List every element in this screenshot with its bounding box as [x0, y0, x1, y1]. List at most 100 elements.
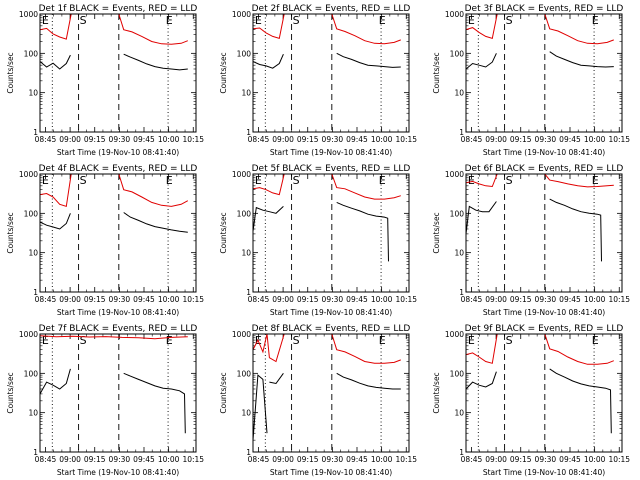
- y-tick-label: 1000: [232, 10, 251, 19]
- x-tick-label: 09:00: [59, 455, 81, 464]
- marker-label-e: E: [379, 174, 386, 187]
- marker-label-s: S: [80, 334, 87, 347]
- x-tick-label: 08:45: [35, 135, 57, 144]
- plot-frame: [465, 173, 623, 293]
- panel-det-6: Det 6f BLACK = Events, RED = LLD Counts/s…: [432, 164, 630, 317]
- x-tick-label: 10:15: [608, 295, 630, 304]
- x-axis-label: Start Time (19-Nov-10 08:41:40): [270, 308, 392, 317]
- x-tick-label: 09:15: [84, 455, 106, 464]
- x-tick-label: 09:00: [272, 135, 294, 144]
- marker-label-e: E: [166, 334, 173, 347]
- panel-det-4: Det 4f BLACK = Events, RED = LLD Counts/s…: [6, 164, 204, 317]
- y-axis-label: Counts/sec: [219, 212, 228, 253]
- panel-title: Det 8f BLACK = Events, RED = LLD: [252, 324, 411, 334]
- plot-frame: [252, 173, 410, 293]
- x-tick-label: 09:15: [84, 135, 106, 144]
- lld-series-line: [40, 174, 72, 208]
- events-series-line: [123, 372, 186, 434]
- x-tick-label: 08:45: [461, 295, 483, 304]
- plot-frame: [252, 333, 410, 453]
- y-tick-label: 10: [454, 249, 464, 258]
- x-tick-label: 10:00: [158, 135, 180, 144]
- panel-det-1: Det 1f BLACK = Events, RED = LLD Counts/s…: [6, 4, 204, 157]
- y-tick-label: 100: [237, 209, 252, 218]
- y-tick-label: 100: [24, 49, 39, 58]
- x-tick-label: 09:00: [485, 135, 507, 144]
- y-axis-label: Counts/sec: [432, 212, 441, 253]
- x-tick-label: 10:00: [371, 135, 393, 144]
- plot-frame: [39, 13, 197, 133]
- x-tick-label: 10:15: [395, 135, 417, 144]
- lld-series-line: [466, 174, 498, 188]
- panel-title: Det 9f BLACK = Events, RED = LLD: [465, 324, 624, 334]
- x-tick-label: 08:45: [248, 295, 270, 304]
- x-tick-label: 10:00: [371, 295, 393, 304]
- x-tick-label: 10:00: [584, 455, 606, 464]
- y-axis-label: Counts/sec: [432, 52, 441, 93]
- x-tick-label: 09:30: [535, 135, 557, 144]
- y-tick-label: 10: [28, 249, 38, 258]
- y-tick-label: 10: [28, 409, 38, 418]
- panel-det-8: Det 8f BLACK = Events, RED = LLD Counts/s…: [219, 324, 417, 477]
- x-axis-label: Start Time (19-Nov-10 08:41:40): [57, 468, 179, 477]
- x-tick-label: 09:00: [272, 295, 294, 304]
- marker-label-e: E: [42, 174, 49, 187]
- x-tick-label: 09:15: [297, 295, 319, 304]
- panel-title: Det 5f BLACK = Events, RED = LLD: [252, 164, 411, 174]
- y-tick-label: 1: [246, 288, 251, 297]
- events-series-line: [40, 54, 71, 70]
- x-tick-label: 10:00: [371, 455, 393, 464]
- marker-label-e: E: [42, 334, 49, 347]
- x-tick-label: 08:45: [35, 295, 57, 304]
- marker-label-e: E: [592, 174, 599, 187]
- x-tick-label: 09:15: [510, 135, 532, 144]
- y-tick-label: 1: [33, 128, 38, 137]
- plot-frame: [39, 333, 197, 453]
- lld-series-line: [253, 174, 285, 196]
- x-tick-label: 09:45: [559, 135, 581, 144]
- x-tick-label: 09:00: [59, 135, 81, 144]
- events-series-line: [123, 212, 188, 233]
- lld-series-line: [544, 174, 614, 188]
- x-tick-label: 09:45: [133, 455, 155, 464]
- y-tick-label: 1000: [232, 330, 251, 339]
- events-series-line: [549, 198, 602, 262]
- x-tick-label: 09:30: [109, 135, 131, 144]
- x-tick-label: 09:30: [322, 455, 344, 464]
- lld-series-line: [331, 334, 401, 364]
- events-series-line: [336, 201, 389, 262]
- x-tick-label: 09:30: [322, 135, 344, 144]
- marker-label-e: E: [592, 334, 599, 347]
- x-tick-label: 10:15: [182, 135, 204, 144]
- x-tick-label: 08:45: [461, 135, 483, 144]
- y-tick-label: 100: [450, 49, 465, 58]
- marker-label-e: E: [42, 14, 49, 27]
- lld-series-line: [331, 14, 401, 45]
- y-tick-label: 1: [246, 128, 251, 137]
- events-series-line: [253, 206, 284, 232]
- lld-series-line: [118, 14, 188, 45]
- lld-series-line: [253, 334, 285, 363]
- panel-det-9: Det 9f BLACK = Events, RED = LLD Counts/s…: [432, 324, 630, 477]
- x-tick-label: 09:45: [559, 455, 581, 464]
- marker-label-e: E: [166, 14, 173, 27]
- y-tick-label: 1: [459, 128, 464, 137]
- y-axis-label: Counts/sec: [6, 52, 15, 93]
- events-series-line: [40, 368, 71, 395]
- y-tick-label: 1000: [232, 170, 251, 179]
- y-tick-label: 1000: [445, 170, 464, 179]
- events-series-line: [269, 373, 284, 385]
- x-tick-label: 09:45: [346, 295, 368, 304]
- panel-title: Det 3f BLACK = Events, RED = LLD: [465, 4, 624, 14]
- panel-title: Det 6f BLACK = Events, RED = LLD: [465, 164, 624, 174]
- x-tick-label: 09:30: [535, 455, 557, 464]
- x-tick-label: 09:45: [133, 135, 155, 144]
- y-axis-label: Counts/sec: [219, 372, 228, 413]
- y-tick-label: 1000: [19, 10, 38, 19]
- y-tick-label: 10: [241, 89, 251, 98]
- marker-label-s: S: [293, 14, 300, 27]
- x-tick-label: 08:45: [248, 135, 270, 144]
- x-tick-label: 10:15: [608, 135, 630, 144]
- marker-label-e: E: [468, 174, 475, 187]
- y-tick-label: 100: [24, 369, 39, 378]
